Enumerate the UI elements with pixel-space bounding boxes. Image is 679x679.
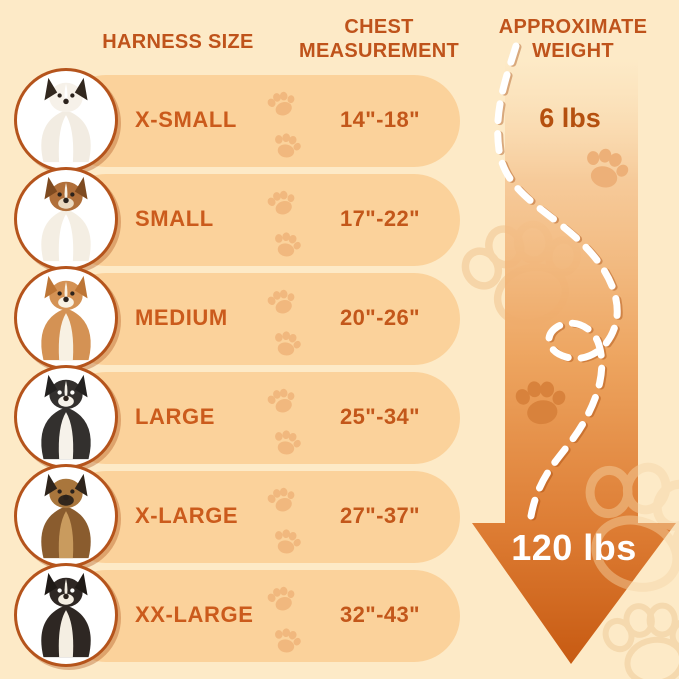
chest-measurement-label: 25"-34" (340, 404, 420, 429)
paw-outline-icon (599, 596, 679, 679)
size-label: SMALL (135, 206, 214, 231)
paw-outline-icon (453, 207, 599, 339)
table-row: MEDIUM 20"-26" (0, 266, 465, 370)
column-header-harness-size: HARNESS SIZE (102, 31, 254, 53)
size-label: X-SMALL (135, 107, 237, 132)
min-weight-label: 6 lbs (539, 103, 601, 133)
table-row: XX-LARGE 32"-43" (0, 563, 465, 667)
dog-photo (14, 365, 118, 469)
dog-illustration (41, 275, 91, 361)
row-band (60, 174, 460, 266)
row-band (60, 372, 460, 464)
row-band (60, 471, 460, 563)
size-label: LARGE (135, 404, 215, 429)
dog-illustration (41, 374, 91, 460)
chest-measurement-label: 17"-22" (340, 206, 420, 231)
chest-measurement-label: 20"-26" (340, 305, 420, 330)
weight-arrow (472, 58, 676, 664)
chest-measurement-label: 27"-37" (340, 503, 420, 528)
chest-measurement-label: 14"-18" (340, 107, 420, 132)
dog-illustration (41, 473, 91, 559)
column-header-approximate-weight: APPROXIMATE WEIGHT (498, 16, 648, 62)
dog-illustration (41, 77, 91, 163)
table-row: SMALL 17"-22" (0, 167, 465, 271)
table-row: X-SMALL 14"-18" (0, 68, 465, 172)
row-band (60, 75, 460, 167)
dog-illustration (41, 572, 91, 658)
table-row: X-LARGE 27"-37" (0, 464, 465, 568)
size-label: XX-LARGE (135, 602, 254, 627)
row-band (60, 570, 460, 662)
paw-icon (579, 144, 635, 193)
dog-photo (14, 563, 118, 667)
dog-photo (14, 167, 118, 271)
column-header-chest-measurement: CHEST MEASUREMENT (299, 16, 459, 62)
dog-illustration (41, 176, 91, 262)
dog-photo (14, 464, 118, 568)
size-label: X-LARGE (135, 503, 239, 528)
max-weight-label: 120 lbs (511, 527, 637, 568)
dog-photo (14, 68, 118, 172)
table-row: LARGE 25"-34" (0, 365, 465, 469)
dog-photo (14, 266, 118, 370)
row-band (60, 273, 460, 365)
paw-icon (512, 376, 572, 428)
size-label: MEDIUM (135, 305, 228, 330)
chest-measurement-label: 32"-43" (340, 602, 420, 627)
